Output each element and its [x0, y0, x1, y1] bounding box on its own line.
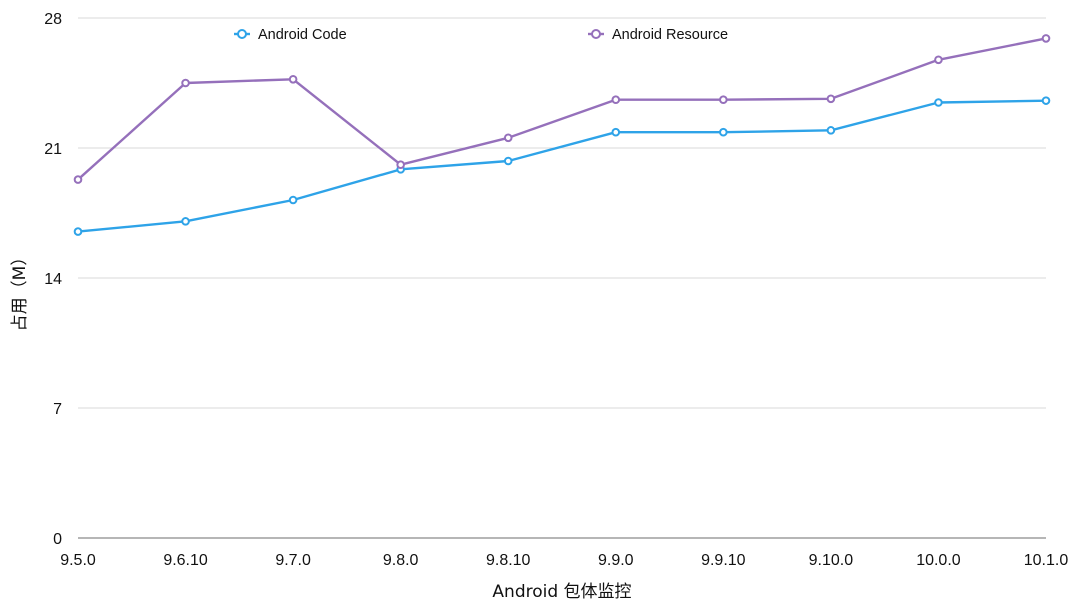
x-tick-label: 9.9.10 [701, 552, 746, 569]
y-tick-label: 7 [53, 401, 62, 418]
data-point [934, 98, 943, 107]
x-tick-label: 9.10.0 [809, 552, 854, 569]
legend-label: Android Code [258, 27, 347, 43]
x-tick-label: 9.8.10 [486, 552, 531, 569]
data-point [719, 127, 728, 137]
y-tick-label: 0 [53, 531, 62, 548]
data-point [611, 127, 621, 137]
data-point [396, 160, 405, 170]
data-point [181, 217, 190, 226]
series-line-1 [77, 37, 1047, 181]
data-point [73, 227, 83, 236]
x-tick-label: 10.0.0 [916, 552, 961, 569]
data-point [826, 94, 836, 104]
x-tick-label: 9.5.0 [60, 552, 96, 569]
y-tick-label: 28 [44, 11, 62, 28]
legend: Android Code Android Resource [234, 27, 728, 43]
x-axis-title: Android 包体监控 [492, 582, 631, 602]
y-tick-labels: 0 7 14 21 28 [44, 11, 62, 548]
x-tick-labels: 9.5.0 9.6.10 9.7.0 9.8.0 9.8.10 9.9.0 9.9.10 9.… [60, 552, 1068, 569]
y-tick-label: 21 [44, 141, 62, 158]
data-point [611, 95, 621, 105]
data-point [73, 175, 83, 184]
data-point [503, 133, 513, 143]
series-group [73, 34, 1051, 236]
data-point [1041, 34, 1051, 43]
y-axis-title: 占用（M） [10, 249, 30, 332]
data-point [719, 95, 728, 105]
grid-lines [78, 17, 1046, 409]
x-tick-label: 9.9.0 [598, 552, 634, 569]
legend-label: Android Resource [612, 27, 728, 43]
x-tick-label: 10.1.0 [1024, 552, 1069, 569]
y-tick-label: 14 [44, 271, 62, 288]
data-point [1041, 96, 1051, 105]
legend-swatch-marker [237, 29, 247, 39]
data-point [288, 74, 298, 84]
x-tick-label: 9.6.10 [163, 552, 208, 569]
data-point [826, 126, 836, 135]
data-point [288, 195, 298, 205]
x-tick-label: 9.8.0 [383, 552, 419, 569]
data-point [181, 78, 190, 88]
x-tick-label: 9.7.0 [275, 552, 311, 569]
data-point [503, 156, 513, 166]
legend-swatch-marker [591, 29, 601, 39]
data-point [934, 55, 943, 65]
series-line-0 [77, 99, 1047, 233]
